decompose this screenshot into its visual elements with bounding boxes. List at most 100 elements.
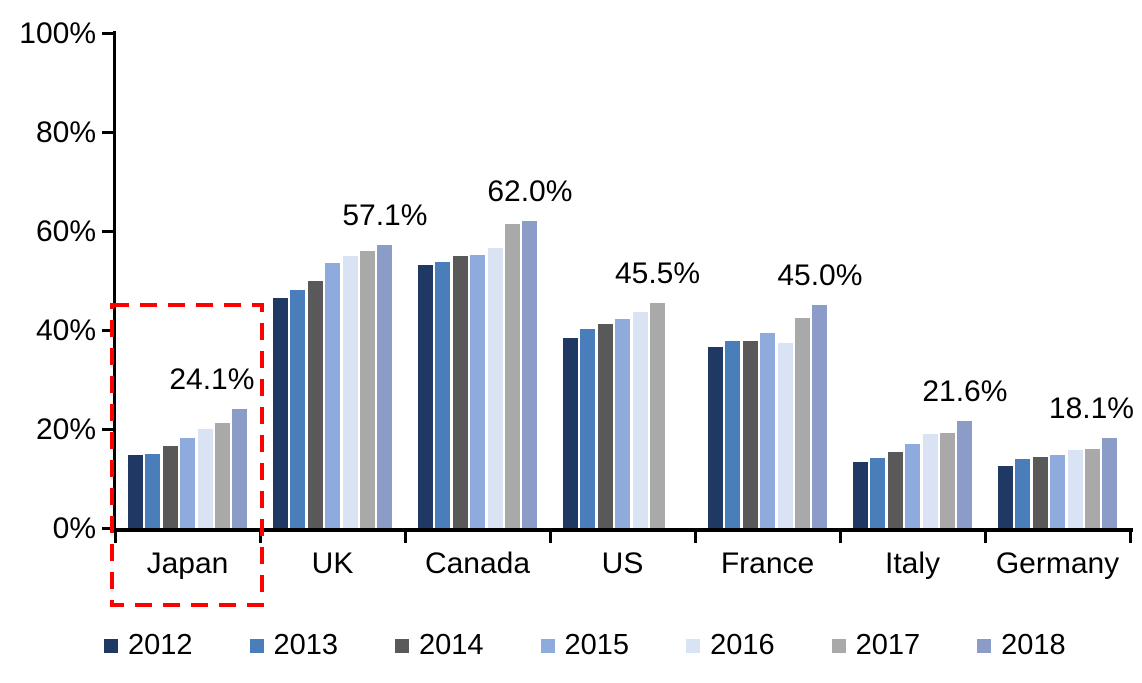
bar-italy-2012 bbox=[853, 462, 868, 528]
value-label-japan: 24.1% bbox=[169, 362, 255, 396]
legend: 2012 2013 2014 2015 2016 2017 2018 bbox=[104, 631, 1066, 660]
y-axis-tick-label: 80% bbox=[35, 116, 96, 149]
bar-japan-2015 bbox=[180, 437, 196, 528]
bar-france-2017 bbox=[795, 318, 810, 528]
value-label-us: 45.5% bbox=[614, 256, 701, 290]
legend-label-2015: 2015 bbox=[564, 629, 630, 661]
x-axis-label-france: France bbox=[720, 547, 815, 580]
x-axis-label-us: US bbox=[601, 547, 644, 580]
legend-label-2014: 2014 bbox=[419, 629, 484, 661]
y-axis bbox=[113, 31, 116, 532]
bar-germany-2018 bbox=[1102, 438, 1118, 528]
bar-japan-2013 bbox=[145, 453, 161, 528]
bar-italy-2018 bbox=[957, 421, 973, 528]
bar-france-2018 bbox=[812, 305, 828, 528]
y-axis-tick bbox=[102, 230, 114, 233]
legend-swatch-2016 bbox=[686, 638, 701, 653]
bar-canada-2013 bbox=[435, 261, 451, 528]
bar-uk-2013 bbox=[290, 290, 306, 528]
value-label-uk: 57.1% bbox=[342, 199, 428, 233]
y-axis-tick-label: 100% bbox=[19, 17, 96, 50]
bar-germany-2014 bbox=[1032, 456, 1048, 528]
bar-italy-2014 bbox=[887, 451, 903, 528]
legend-label-2012: 2012 bbox=[128, 629, 193, 661]
bar-uk-2015 bbox=[325, 262, 341, 528]
x-axis-tick bbox=[1129, 530, 1132, 543]
legend-swatch-2014 bbox=[395, 638, 410, 653]
x-axis-label-germany: Germany bbox=[995, 547, 1120, 580]
bar-germany-2015 bbox=[1050, 454, 1066, 528]
x-axis-tick bbox=[839, 530, 842, 543]
bar-germany-2016 bbox=[1067, 450, 1083, 528]
y-axis-tick bbox=[102, 428, 114, 431]
bar-italy-2013 bbox=[870, 457, 886, 528]
x-axis-label-uk: UK bbox=[311, 547, 354, 580]
bar-uk-2014 bbox=[307, 280, 323, 528]
legend-item-2014: 2014 bbox=[395, 631, 484, 660]
bar-uk-2012 bbox=[273, 298, 288, 528]
legend-label-2017: 2017 bbox=[855, 629, 921, 661]
bar-canada-2018 bbox=[522, 221, 538, 528]
y-axis-tick bbox=[102, 131, 114, 134]
x-axis-tick bbox=[404, 530, 407, 543]
bar-france-2015 bbox=[760, 332, 776, 528]
y-axis-tick-label: 0% bbox=[52, 512, 96, 545]
legend-item-2017: 2017 bbox=[831, 629, 921, 661]
x-axis-tick bbox=[549, 530, 552, 543]
bar-uk-2018 bbox=[377, 245, 393, 528]
y-axis-tick bbox=[102, 527, 114, 530]
value-label-germany: 18.1% bbox=[1048, 392, 1134, 426]
legend-item-2018: 2018 bbox=[977, 631, 1066, 660]
legend-item-2015: 2015 bbox=[540, 629, 630, 661]
legend-swatch-2012 bbox=[104, 638, 118, 653]
bar-canada-2017 bbox=[505, 223, 520, 528]
bar-japan-2012 bbox=[128, 454, 143, 528]
bar-italy-2017 bbox=[940, 432, 955, 528]
legend-swatch-2015 bbox=[540, 638, 555, 653]
bar-us-2015 bbox=[615, 318, 631, 528]
bar-italy-2016 bbox=[922, 433, 938, 528]
bar-canada-2012 bbox=[418, 264, 433, 528]
x-axis-tick bbox=[694, 530, 697, 543]
value-label-france: 45.0% bbox=[777, 259, 863, 293]
bar-japan-2016 bbox=[197, 429, 213, 528]
legend-label-2016: 2016 bbox=[710, 629, 775, 661]
bar-germany-2012 bbox=[998, 466, 1013, 528]
legend-label-2018: 2018 bbox=[1001, 629, 1066, 661]
bar-us-2012 bbox=[563, 338, 578, 528]
x-axis-tick bbox=[984, 530, 987, 543]
y-axis-tick bbox=[102, 329, 114, 332]
y-axis-tick-label: 20% bbox=[35, 413, 96, 446]
legend-swatch-2013 bbox=[249, 638, 264, 653]
x-axis-label-italy: Italy bbox=[884, 547, 941, 580]
bar-us-2017 bbox=[650, 302, 665, 528]
legend-item-2013: 2013 bbox=[249, 629, 339, 661]
legend-swatch-2017 bbox=[831, 638, 846, 653]
bar-canada-2015 bbox=[470, 254, 486, 528]
bar-uk-2017 bbox=[360, 250, 375, 528]
legend-label-2013: 2013 bbox=[273, 629, 339, 661]
x-axis-label-japan: Japan bbox=[146, 547, 229, 580]
y-axis-tick bbox=[102, 32, 114, 35]
bar-canada-2016 bbox=[487, 248, 503, 528]
x-axis bbox=[113, 528, 1133, 532]
x-axis-tick bbox=[114, 530, 117, 543]
legend-swatch-2018 bbox=[977, 638, 992, 653]
legend-item-2016: 2016 bbox=[686, 631, 775, 660]
bar-germany-2017 bbox=[1085, 449, 1100, 528]
value-label-italy: 21.6% bbox=[922, 375, 1008, 409]
bar-france-2012 bbox=[708, 346, 723, 528]
y-axis-tick-label: 40% bbox=[35, 314, 96, 347]
legend-item-2012: 2012 bbox=[104, 631, 193, 660]
x-axis-label-canada: Canada bbox=[424, 547, 531, 580]
bar-france-2016 bbox=[777, 342, 793, 528]
bar-france-2013 bbox=[725, 340, 741, 528]
bar-italy-2015 bbox=[905, 444, 921, 528]
bar-us-2014 bbox=[597, 324, 613, 528]
bar-canada-2014 bbox=[452, 255, 468, 528]
bar-japan-2017 bbox=[215, 423, 230, 528]
bar-france-2014 bbox=[742, 340, 758, 528]
y-axis-tick-label: 60% bbox=[35, 215, 96, 248]
bar-uk-2016 bbox=[342, 256, 358, 528]
